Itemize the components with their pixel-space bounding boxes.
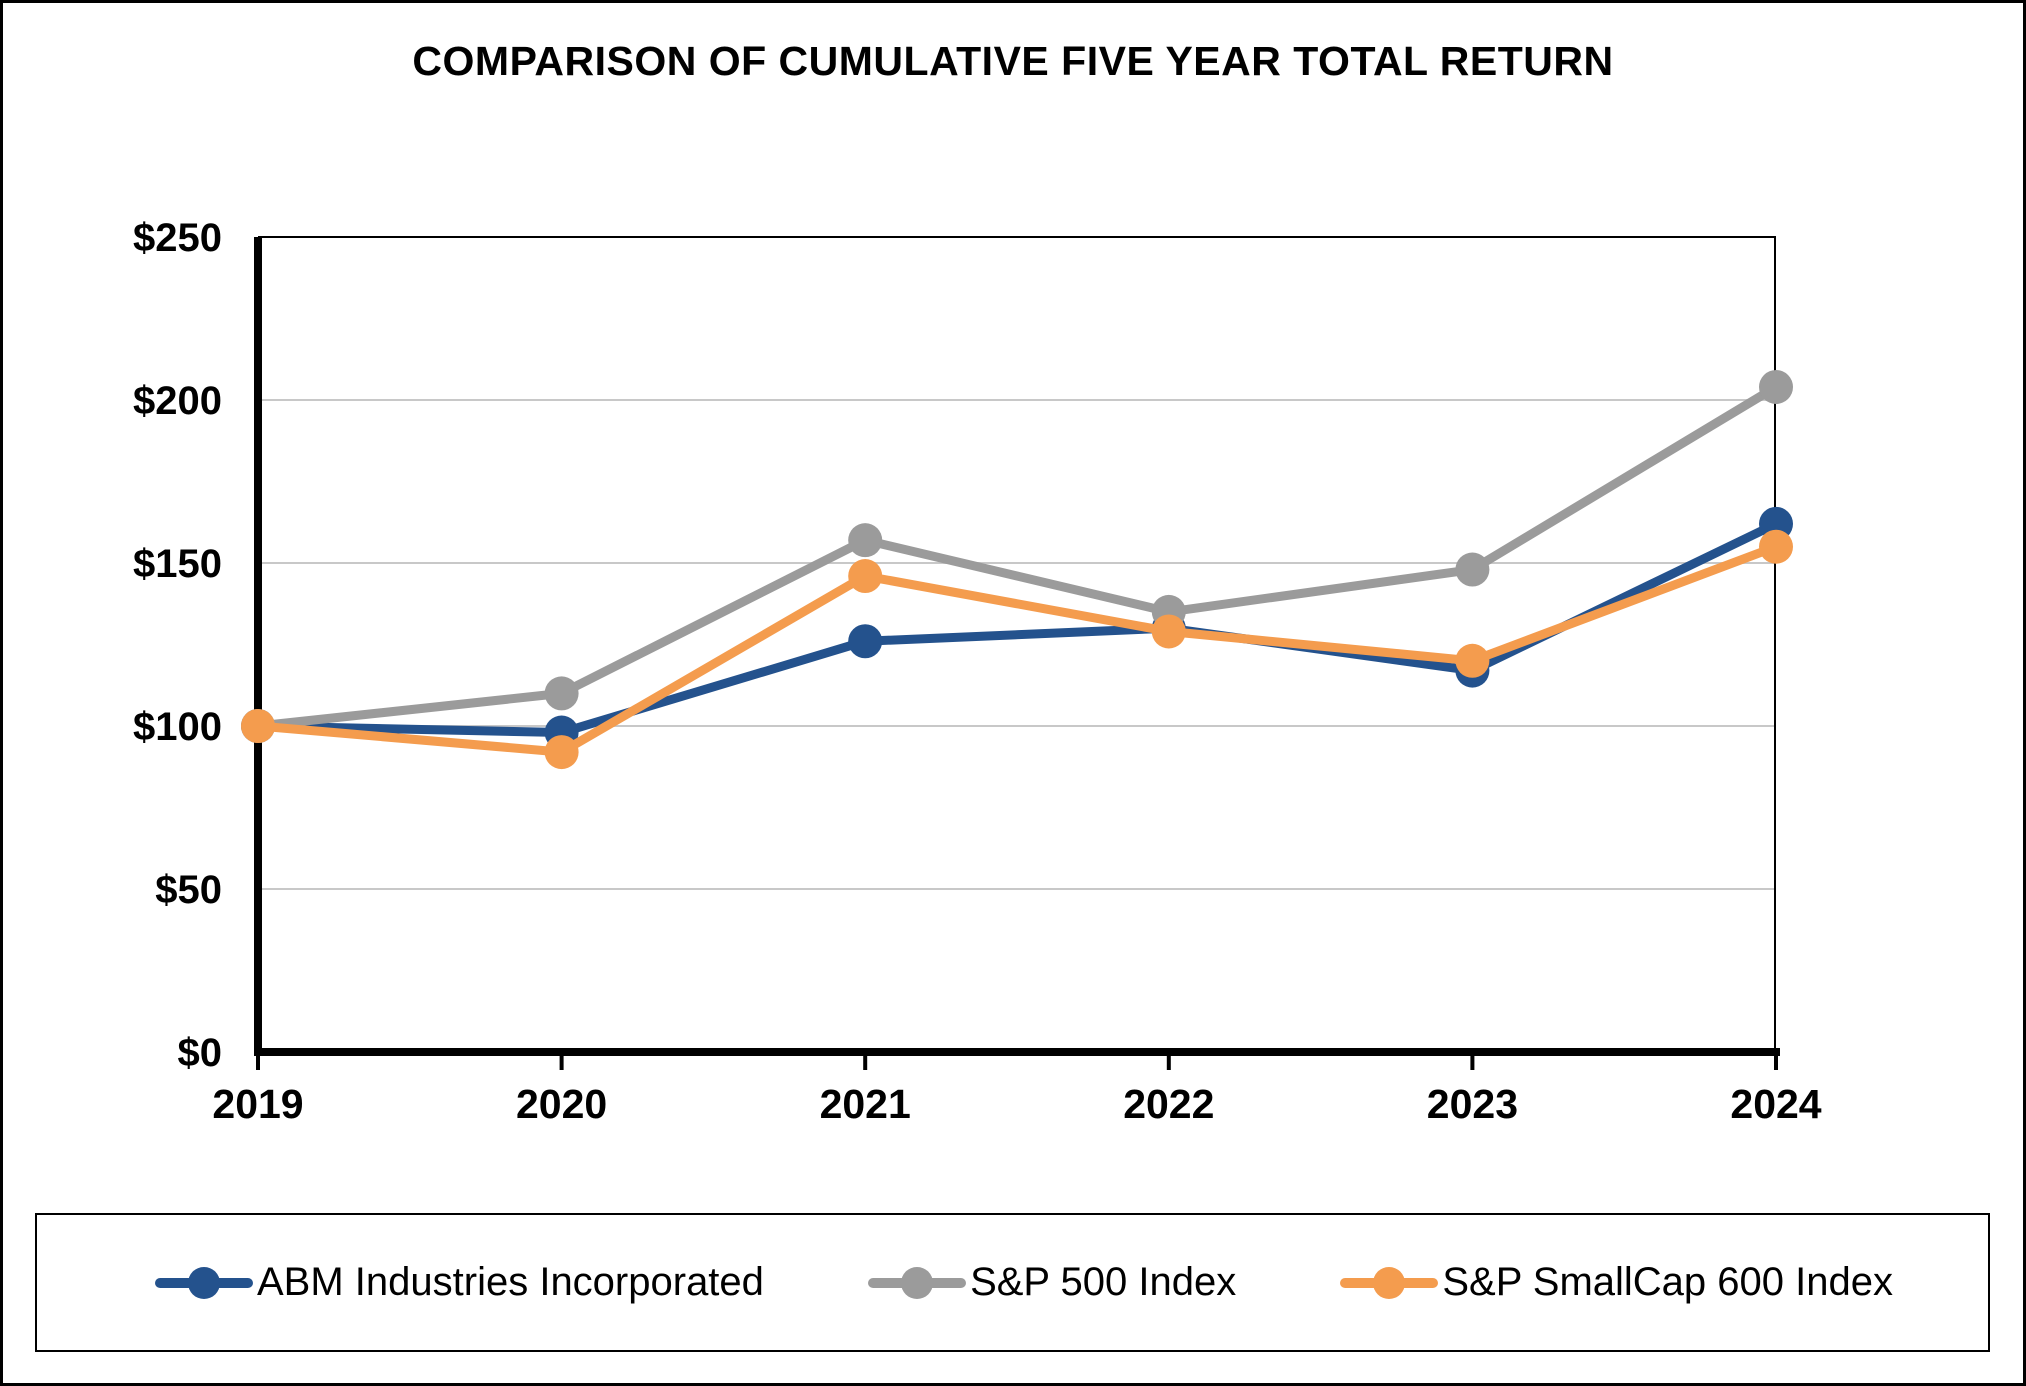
- legend-item-s-p-smallcap-600-index: S&P SmallCap 600 Index: [1340, 1260, 1893, 1306]
- x-axis-line: [254, 1048, 1780, 1056]
- data-point-s-p-smallcap-600-index-2019: [241, 709, 275, 743]
- data-point-s-p-500-index-2023: [1455, 552, 1490, 587]
- legend-item-abm-industries-incorporated: ABM Industries Incorporated: [155, 1260, 764, 1306]
- series-line-s-p-500-index: [253, 382, 1781, 731]
- x-tick-label: 2022: [1123, 1081, 1214, 1127]
- data-point-s-p-smallcap-600-index-2020: [544, 735, 579, 770]
- legend-label: S&P SmallCap 600 Index: [1442, 1260, 1893, 1304]
- data-point-s-p-smallcap-600-index-2023: [1455, 643, 1490, 678]
- y-tick-label: $50: [155, 868, 222, 912]
- y-tick-label: $150: [133, 542, 222, 586]
- x-tick-label: 2020: [516, 1081, 607, 1127]
- legend-marker-icon: [1340, 1266, 1439, 1299]
- data-point-s-p-smallcap-600-index-2022: [1151, 614, 1186, 649]
- data-point-s-p-500-index-2021: [848, 523, 883, 558]
- x-axis-tick: [256, 1056, 260, 1070]
- x-axis-tick: [863, 1056, 868, 1070]
- y-tick-label: $100: [133, 705, 222, 749]
- y-tick-label: $0: [178, 1031, 223, 1075]
- legend-item-s-p-500-index: S&P 500 Index: [868, 1260, 1236, 1306]
- x-axis-tick: [1470, 1056, 1475, 1070]
- y-axis-line: [254, 237, 262, 1056]
- x-axis-tick: [559, 1056, 564, 1070]
- legend-label: ABM Industries Incorporated: [257, 1260, 764, 1304]
- series-line-s-p-smallcap-600-index: [253, 542, 1781, 757]
- y-tick-label: $200: [133, 379, 222, 423]
- x-tick-label: 2023: [1427, 1081, 1518, 1127]
- chart-legend: ABM Industries Incorporated S&P 500 Index…: [35, 1213, 1990, 1352]
- legend-marker-icon: [868, 1266, 967, 1299]
- x-tick-label: 2019: [212, 1081, 303, 1127]
- data-point-s-p-smallcap-600-index-2024: [1759, 529, 1793, 564]
- data-point-s-p-500-index-2020: [544, 676, 579, 711]
- legend-label: S&P 500 Index: [970, 1260, 1237, 1304]
- data-point-abm-industries-incorporated-2021: [848, 624, 883, 659]
- x-axis-tick: [1774, 1056, 1778, 1070]
- chart-title: COMPARISON OF CUMULATIVE FIVE YEAR TOTAL…: [412, 38, 1614, 84]
- x-tick-label: 2024: [1730, 1081, 1821, 1127]
- x-axis-tick: [1166, 1056, 1171, 1070]
- data-point-s-p-smallcap-600-index-2021: [848, 559, 883, 594]
- y-tick-label: $250: [133, 216, 222, 260]
- legend-marker-icon: [155, 1266, 253, 1299]
- data-point-s-p-500-index-2024: [1759, 369, 1793, 404]
- x-tick-label: 2021: [820, 1081, 911, 1127]
